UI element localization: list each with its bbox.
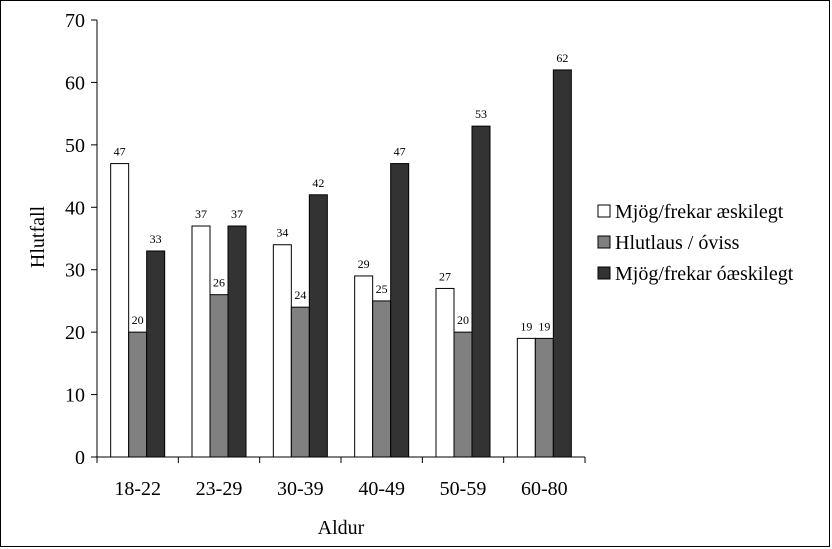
x-tick-label: 60-80 bbox=[521, 478, 568, 500]
data-label: 26 bbox=[213, 276, 225, 290]
data-label: 20 bbox=[457, 313, 469, 327]
bar bbox=[354, 275, 374, 458]
data-label: 53 bbox=[475, 107, 487, 121]
bar bbox=[453, 331, 473, 458]
bar bbox=[471, 125, 491, 458]
bar bbox=[128, 331, 148, 458]
data-label: 24 bbox=[294, 288, 306, 302]
x-tick-label: 40-49 bbox=[358, 478, 405, 500]
legend-swatch bbox=[597, 235, 611, 249]
x-axis-title: Aldur bbox=[318, 517, 365, 539]
data-label: 62 bbox=[556, 51, 568, 65]
data-label: 25 bbox=[376, 282, 388, 296]
bar bbox=[390, 163, 410, 458]
y-tick-label: 30 bbox=[65, 260, 85, 282]
plot-area: 0 10 20 30 40 50 60 70 47 20 33 18-22 37 26 37 23-29 34 2… bbox=[65, 10, 586, 500]
bar bbox=[191, 225, 211, 458]
bar bbox=[290, 306, 310, 458]
data-label: 37 bbox=[231, 207, 243, 221]
bar bbox=[308, 194, 328, 458]
y-tick-label: 0 bbox=[75, 447, 85, 469]
data-label: 29 bbox=[358, 257, 370, 271]
legend-swatch bbox=[597, 204, 611, 218]
y-tick-label: 70 bbox=[65, 10, 85, 32]
bar bbox=[272, 244, 292, 458]
x-tick-label: 30-39 bbox=[277, 478, 324, 500]
data-label: 27 bbox=[439, 269, 451, 283]
bar bbox=[146, 250, 166, 458]
data-label: 47 bbox=[394, 145, 406, 159]
bar bbox=[372, 300, 392, 458]
data-label: 42 bbox=[312, 176, 324, 190]
bar bbox=[552, 69, 572, 458]
y-axis-title: Hlutfall bbox=[27, 205, 49, 268]
y-tick-label: 20 bbox=[65, 322, 85, 344]
data-label: 47 bbox=[114, 145, 126, 159]
legend-label: Mjög/frekar æskilegt bbox=[615, 201, 784, 223]
data-label: 20 bbox=[132, 313, 144, 327]
bar bbox=[227, 225, 247, 458]
y-tick-label: 50 bbox=[65, 135, 85, 157]
data-label: 34 bbox=[276, 226, 288, 240]
data-label: 37 bbox=[195, 207, 207, 221]
bar bbox=[534, 337, 554, 458]
legend-label: Mjög/frekar óæskilegt bbox=[615, 263, 794, 285]
data-label: 19 bbox=[538, 319, 550, 333]
y-tick-label: 40 bbox=[65, 197, 85, 219]
legend-swatch bbox=[597, 266, 611, 280]
y-tick-label: 10 bbox=[65, 385, 85, 407]
x-tick-label: 18-22 bbox=[114, 478, 161, 500]
y-tick-label: 60 bbox=[65, 72, 85, 94]
legend: Mjög/frekar æskilegt Hlutlaus / óviss Mjög… bbox=[597, 201, 794, 285]
legend-label: Hlutlaus / óviss bbox=[615, 232, 740, 254]
bar bbox=[516, 337, 536, 458]
bar bbox=[435, 287, 455, 458]
bar bbox=[110, 163, 130, 458]
x-tick-label: 23-29 bbox=[196, 478, 243, 500]
data-label: 33 bbox=[150, 232, 162, 246]
data-label: 19 bbox=[520, 319, 532, 333]
bar bbox=[209, 294, 229, 458]
x-tick-label: 50-59 bbox=[440, 478, 487, 500]
